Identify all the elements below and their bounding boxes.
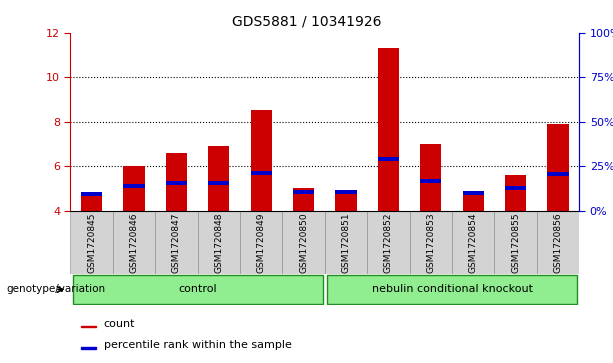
Bar	[81, 326, 96, 327]
Text: GSM1720847: GSM1720847	[172, 212, 181, 273]
Bar	[452, 211, 495, 274]
Text: GSM1720849: GSM1720849	[257, 212, 266, 273]
Text: GSM1720855: GSM1720855	[511, 212, 520, 273]
Bar	[505, 186, 527, 190]
Bar	[409, 211, 452, 274]
Bar	[421, 179, 441, 183]
Bar	[293, 188, 314, 211]
Bar	[208, 181, 229, 185]
Bar	[123, 166, 145, 211]
Text: GSM1720854: GSM1720854	[469, 212, 478, 273]
Bar	[155, 211, 197, 274]
FancyBboxPatch shape	[72, 275, 323, 304]
Bar	[208, 146, 229, 211]
Text: GSM1720845: GSM1720845	[87, 212, 96, 273]
Text: control: control	[178, 285, 217, 294]
Bar	[81, 195, 102, 211]
Text: GSM1720846: GSM1720846	[129, 212, 139, 273]
FancyBboxPatch shape	[327, 275, 577, 304]
Bar	[335, 193, 357, 211]
Text: GSM1720852: GSM1720852	[384, 212, 393, 273]
Bar	[123, 184, 145, 188]
Text: genotype/variation: genotype/variation	[6, 285, 105, 294]
Bar	[505, 175, 527, 211]
Bar	[547, 124, 569, 211]
Bar	[378, 48, 399, 211]
Bar	[495, 211, 537, 274]
Bar	[283, 211, 325, 274]
Text: nebulin conditional knockout: nebulin conditional knockout	[371, 285, 533, 294]
Bar	[197, 211, 240, 274]
Bar	[537, 211, 579, 274]
Text: count: count	[104, 319, 135, 329]
Bar	[325, 211, 367, 274]
Text: GSM1720856: GSM1720856	[554, 212, 563, 273]
Bar	[378, 158, 399, 162]
Bar	[463, 195, 484, 211]
Bar	[335, 189, 357, 193]
Text: GSM1720853: GSM1720853	[427, 212, 435, 273]
Bar	[463, 191, 484, 195]
Text: GSM1720851: GSM1720851	[341, 212, 351, 273]
Bar	[166, 153, 187, 211]
Text: percentile rank within the sample: percentile rank within the sample	[104, 340, 291, 350]
Bar	[293, 189, 314, 193]
Text: GSM1720848: GSM1720848	[215, 212, 223, 273]
Bar	[81, 192, 102, 196]
Text: GSM1720850: GSM1720850	[299, 212, 308, 273]
Bar	[113, 211, 155, 274]
Bar	[240, 211, 283, 274]
Bar	[251, 110, 272, 211]
Bar	[251, 171, 272, 175]
Bar	[81, 347, 96, 348]
Text: GDS5881 / 10341926: GDS5881 / 10341926	[232, 15, 381, 29]
Bar	[166, 181, 187, 185]
Bar	[367, 211, 409, 274]
Bar	[70, 211, 113, 274]
Bar	[547, 172, 569, 176]
Bar	[421, 144, 441, 211]
